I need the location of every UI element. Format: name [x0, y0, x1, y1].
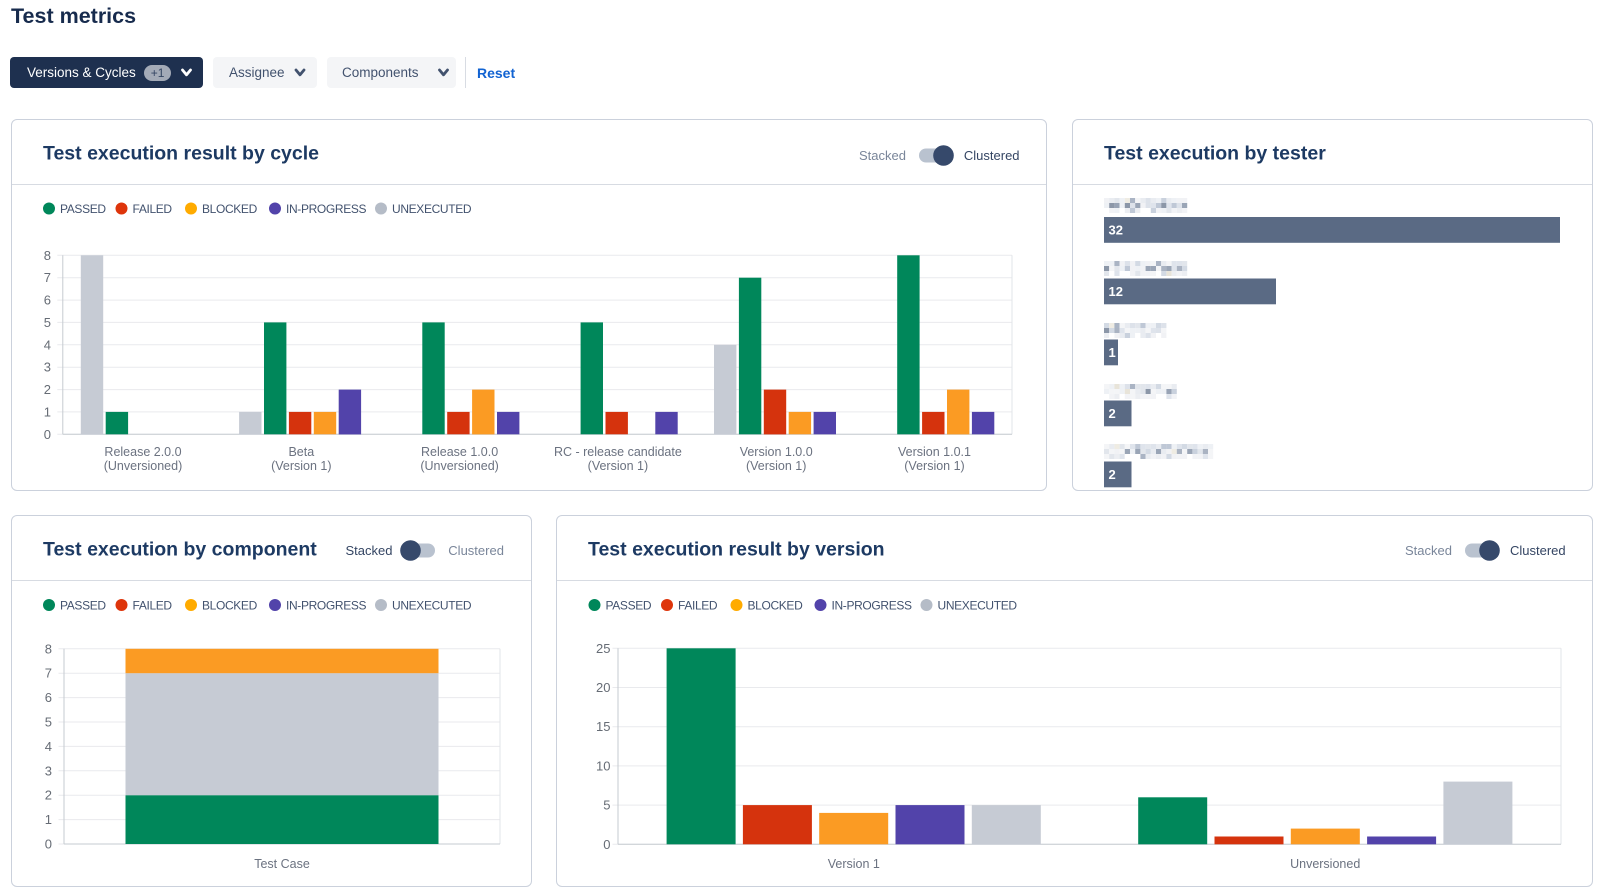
svg-text:32: 32 [1109, 222, 1123, 237]
svg-text:2: 2 [45, 788, 52, 803]
svg-text:Test execution by component: Test execution by component [43, 539, 317, 561]
svg-text:BLOCKED: BLOCKED [748, 598, 804, 612]
svg-text:Clustered: Clustered [1510, 543, 1566, 558]
svg-text:PASSED: PASSED [60, 598, 106, 612]
svg-text:IN-PROGRESS: IN-PROGRESS [286, 598, 367, 612]
svg-text:Unversioned: Unversioned [1290, 857, 1360, 871]
svg-text:8: 8 [45, 641, 52, 656]
svg-text:Release 2.0.0: Release 2.0.0 [104, 445, 181, 459]
svg-text:4: 4 [44, 337, 51, 352]
svg-text:Version 1.0.1: Version 1.0.1 [898, 445, 971, 459]
svg-text:Release 1.0.0: Release 1.0.0 [421, 445, 498, 459]
svg-text:(Unversioned): (Unversioned) [420, 459, 499, 473]
svg-text:BLOCKED: BLOCKED [202, 202, 258, 216]
svg-text:RC - release candidate: RC - release candidate [554, 445, 682, 459]
svg-text:FAILED: FAILED [133, 598, 173, 612]
svg-text:Clustered: Clustered [448, 543, 504, 558]
svg-text:Test Case: Test Case [254, 857, 310, 871]
svg-text:0: 0 [45, 837, 52, 852]
svg-text:1: 1 [44, 404, 51, 419]
svg-text:Version 1.0.0: Version 1.0.0 [740, 445, 813, 459]
svg-text:Beta: Beta [288, 445, 314, 459]
svg-text:Test execution result by versi: Test execution result by version [588, 539, 885, 561]
svg-text:Stacked: Stacked [1405, 543, 1452, 558]
svg-text:5: 5 [603, 798, 610, 813]
svg-text:6: 6 [45, 690, 52, 705]
svg-text:(Version 1): (Version 1) [904, 459, 964, 473]
svg-text:Version 1: Version 1 [828, 857, 880, 871]
svg-text:UNEXECUTED: UNEXECUTED [392, 598, 472, 612]
svg-text:7: 7 [44, 270, 51, 285]
svg-text:IN-PROGRESS: IN-PROGRESS [286, 202, 367, 216]
svg-text:UNEXECUTED: UNEXECUTED [938, 598, 1018, 612]
svg-text:4: 4 [45, 739, 52, 754]
svg-text:25: 25 [596, 641, 610, 656]
svg-text:5: 5 [45, 715, 52, 730]
svg-text:7: 7 [45, 666, 52, 681]
svg-text:2: 2 [44, 382, 51, 397]
svg-text:PASSED: PASSED [606, 598, 652, 612]
svg-text:3: 3 [44, 360, 51, 375]
svg-text:UNEXECUTED: UNEXECUTED [392, 202, 472, 216]
svg-text:0: 0 [44, 427, 51, 442]
svg-text:3: 3 [45, 763, 52, 778]
svg-text:PASSED: PASSED [60, 202, 106, 216]
svg-text:BLOCKED: BLOCKED [202, 598, 258, 612]
svg-text:Test execution by tester: Test execution by tester [1104, 143, 1326, 165]
svg-text:(Version 1): (Version 1) [271, 459, 331, 473]
svg-text:1: 1 [1109, 345, 1116, 360]
svg-text:(Version 1): (Version 1) [746, 459, 806, 473]
svg-text:15: 15 [596, 719, 610, 734]
svg-text:Stacked: Stacked [859, 148, 906, 163]
svg-text:10: 10 [596, 758, 610, 773]
svg-text:FAILED: FAILED [133, 202, 173, 216]
svg-text:1: 1 [45, 812, 52, 827]
svg-text:IN-PROGRESS: IN-PROGRESS [832, 598, 913, 612]
svg-text:(Unversioned): (Unversioned) [104, 459, 183, 473]
svg-text:Stacked: Stacked [346, 543, 393, 558]
svg-text:Clustered: Clustered [964, 148, 1020, 163]
svg-text:Test execution result by cycle: Test execution result by cycle [43, 143, 319, 165]
svg-text:0: 0 [603, 837, 610, 852]
svg-text:2: 2 [1109, 467, 1116, 482]
svg-text:8: 8 [44, 248, 51, 263]
svg-text:2: 2 [1109, 406, 1116, 421]
svg-text:6: 6 [44, 293, 51, 308]
svg-text:5: 5 [44, 315, 51, 330]
svg-text:20: 20 [596, 680, 610, 695]
svg-text:12: 12 [1109, 284, 1123, 299]
svg-text:FAILED: FAILED [678, 598, 718, 612]
svg-text:(Version 1): (Version 1) [588, 459, 648, 473]
